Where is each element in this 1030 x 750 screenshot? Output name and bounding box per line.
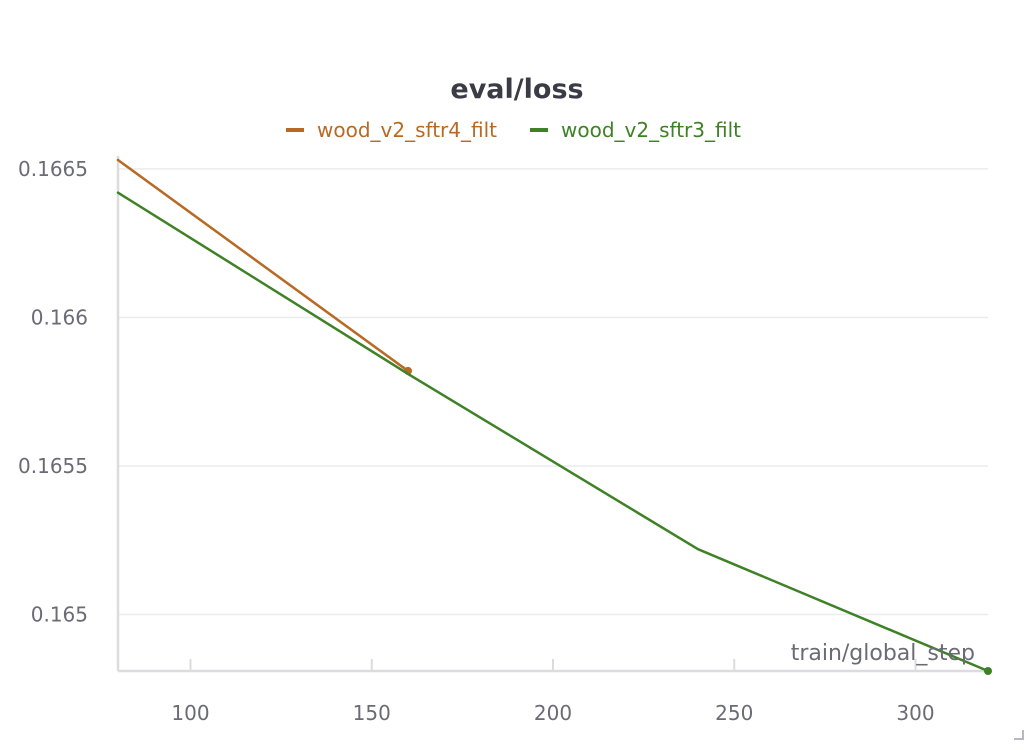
y-tick-label: 0.166 — [31, 305, 88, 329]
x-axis-label: train/global_step — [791, 641, 975, 666]
x-tick-label: 250 — [715, 701, 753, 725]
x-tick-label: 300 — [896, 701, 934, 725]
y-tick-label: 0.1655 — [18, 454, 88, 478]
x-tick-label: 150 — [353, 701, 391, 725]
y-tick-label: 0.1665 — [18, 157, 88, 181]
series-end-point — [984, 667, 992, 675]
plot-area — [116, 158, 992, 675]
chart-title: eval/loss — [450, 74, 583, 105]
resize-handle[interactable] — [1014, 730, 1024, 740]
legend-label: wood_v2_sftr4_filt — [317, 118, 497, 142]
tick-labels: 0.165 0.1655 0.166 0.1665 100 150 200 250 300 — [18, 157, 935, 725]
legend: wood_v2_sftr4_filt wood_v2_sftr3_filt — [286, 118, 741, 142]
x-tick-label: 200 — [534, 701, 572, 725]
series-line-wood_v2_sftr4_filt — [116, 158, 410, 373]
axes — [116, 156, 988, 673]
legend-label: wood_v2_sftr3_filt — [561, 118, 741, 142]
series-line-wood_v2_sftr3_filt — [116, 191, 990, 673]
legend-item[interactable]: wood_v2_sftr4_filt — [286, 118, 497, 142]
y-tick-label: 0.165 — [31, 603, 88, 627]
x-tick-label: 100 — [171, 701, 209, 725]
legend-item[interactable]: wood_v2_sftr3_filt — [530, 118, 741, 142]
grid — [118, 168, 988, 616]
